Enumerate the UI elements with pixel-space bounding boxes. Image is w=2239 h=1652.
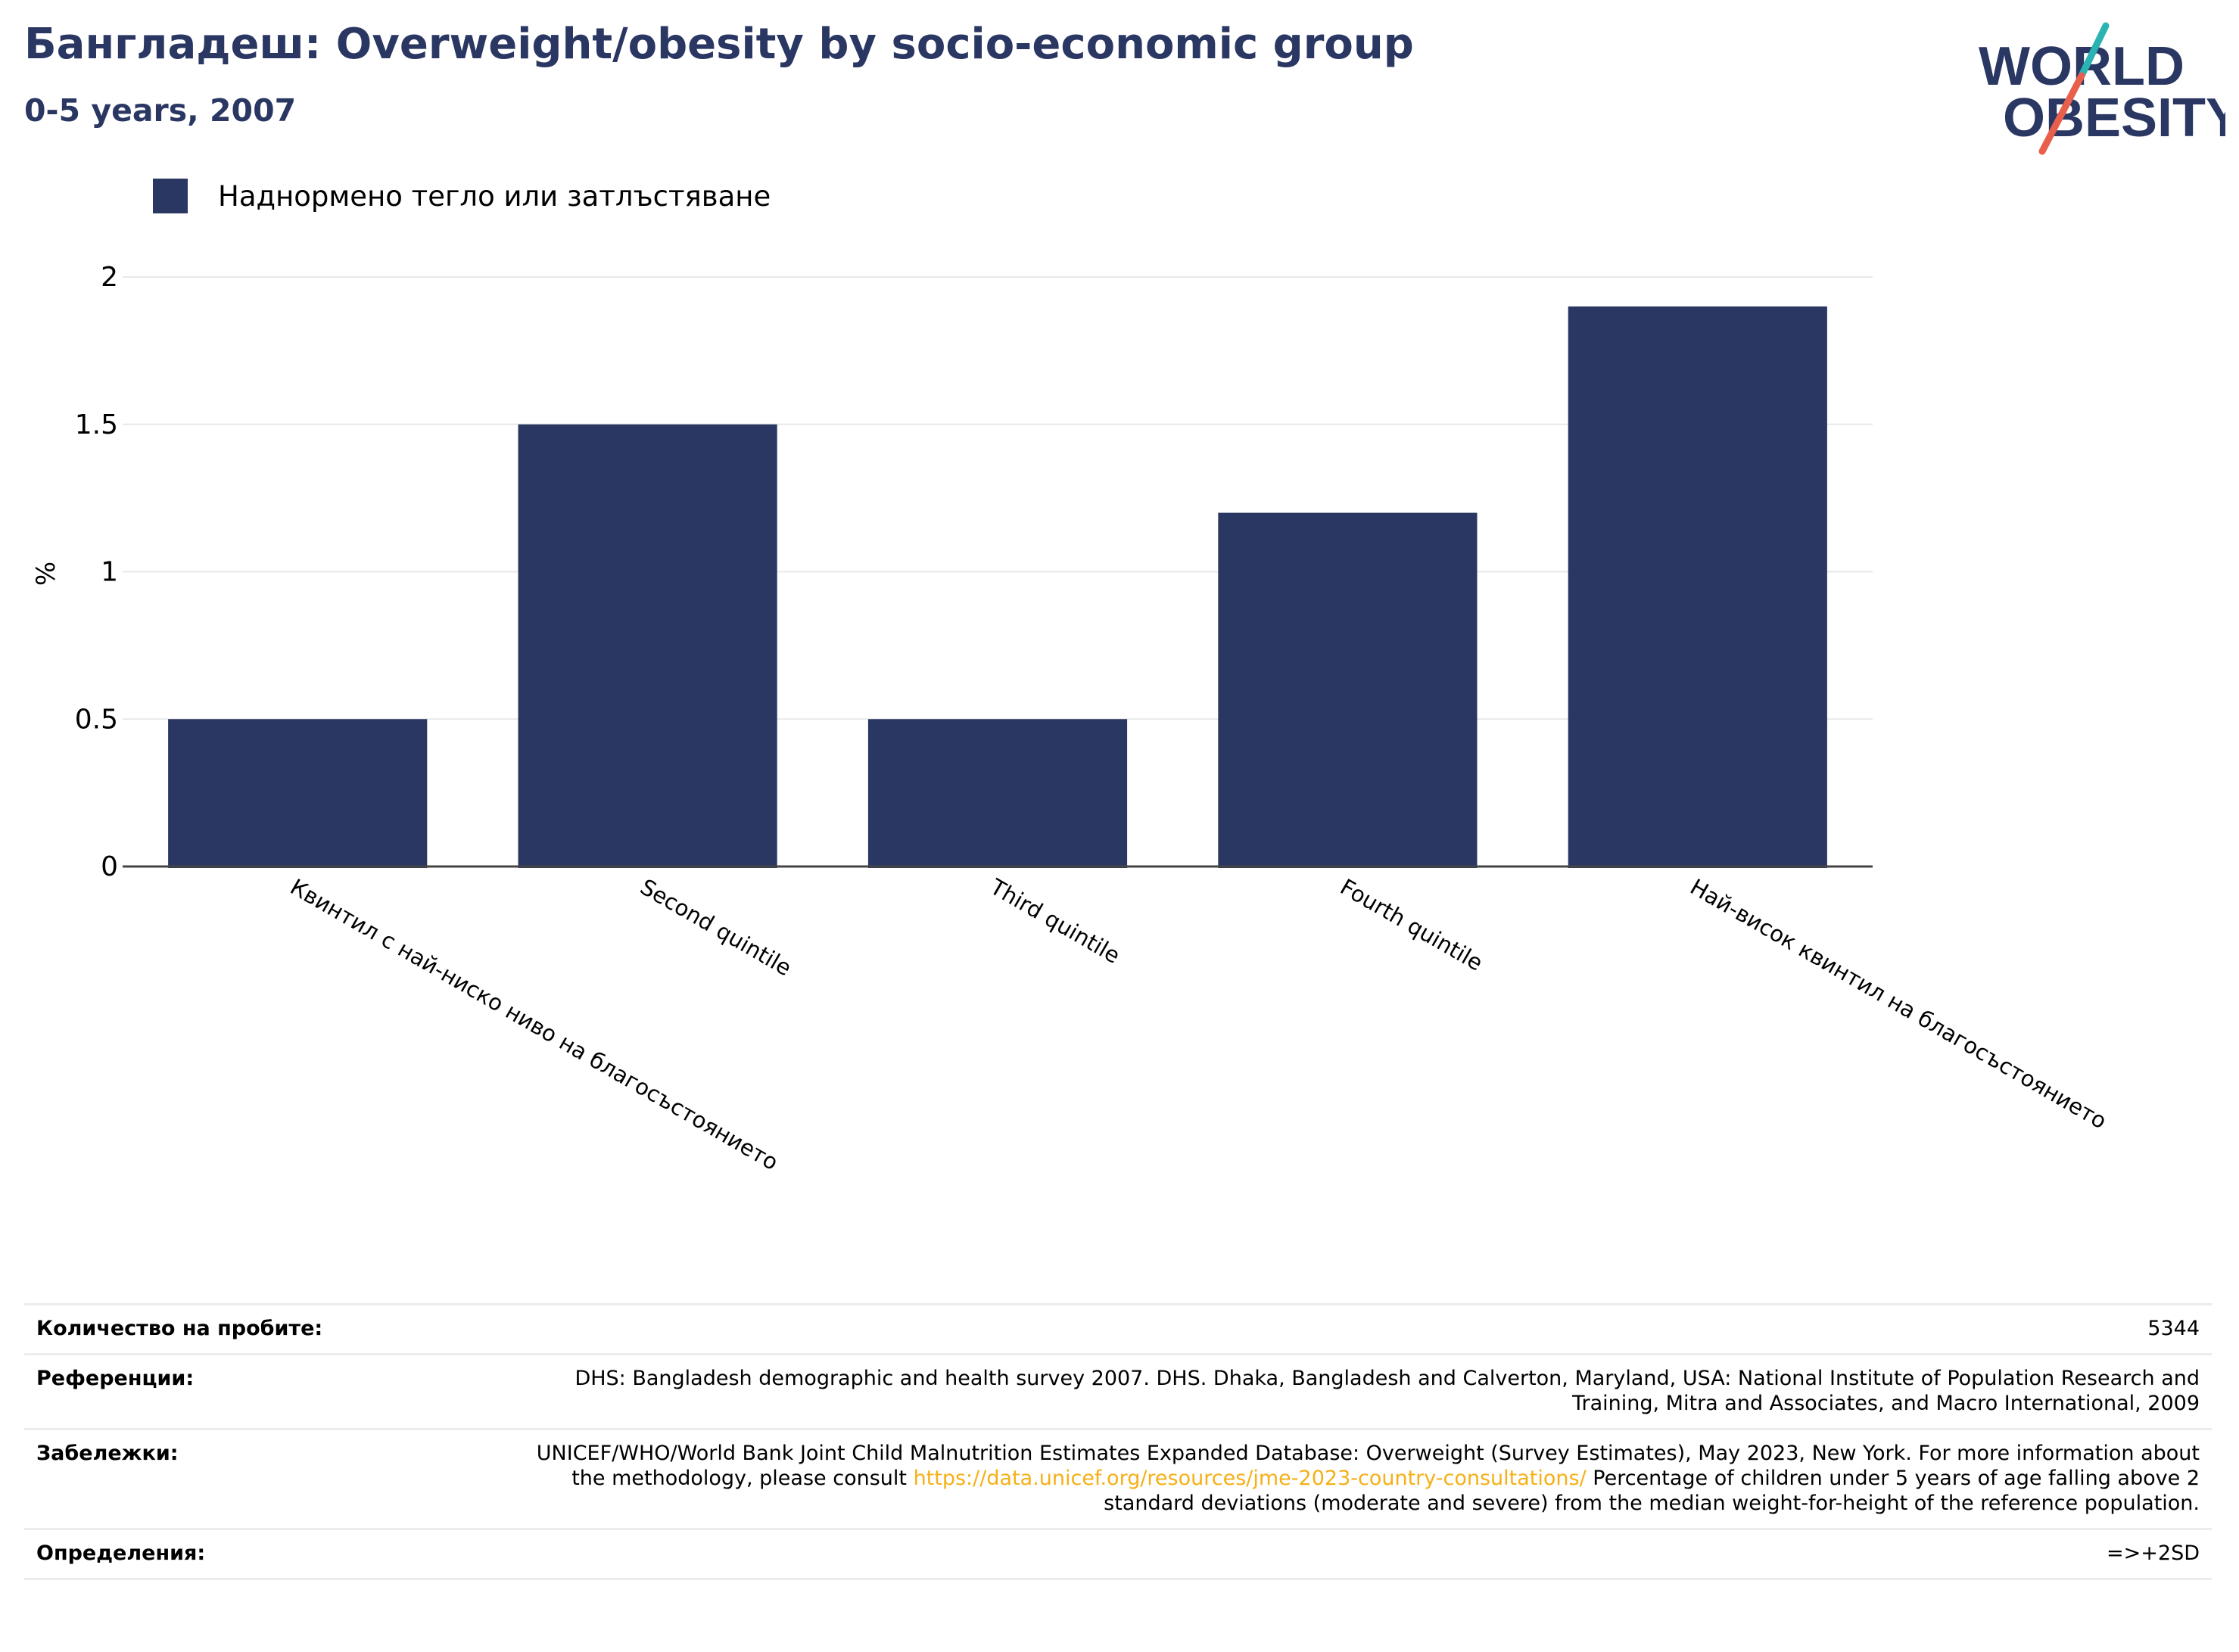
info-row-notes: Забележки: UNICEF/WHO/World Bank Joint C… [24, 1428, 2212, 1529]
bar [1218, 512, 1478, 868]
y-tick-label: 0 [101, 851, 118, 882]
info-label-definitions: Определения: [24, 1528, 518, 1580]
x-tick-label: Fourth quintile [1336, 874, 1487, 976]
info-value-notes: UNICEF/WHO/World Bank Joint Child Malnut… [518, 1428, 2212, 1529]
chart: Наднормено тегло или затлъстяване % 0 0.5… [31, 179, 2111, 1175]
bar [168, 719, 428, 868]
x-tick-label: Най-висок квинтил на благосъстоянието [1686, 874, 2111, 1134]
info-value-definitions: =>+2SD [518, 1528, 2212, 1580]
y-tick-label: 0.5 [75, 704, 118, 735]
legend-label: Наднормено тегло или затлъстяване [218, 180, 771, 213]
logo-slash-red [2038, 72, 2085, 155]
logo-slash-teal [2078, 22, 2110, 79]
y-axis-label: % [31, 562, 61, 586]
notes-text-after: Percentage of children under 5 years of … [1104, 1467, 2200, 1515]
info-value-references: DHS: Bangladesh demographic and health s… [518, 1353, 2212, 1430]
bars [168, 306, 1827, 868]
legend-swatch [153, 179, 188, 213]
info-row-definitions: Определения: =>+2SD [24, 1528, 2212, 1580]
info-table: Количество на пробите: 5344 Референции: … [24, 1303, 2212, 1580]
logo-line1: WORLD [1979, 36, 2185, 97]
info-label-references: Референции: [24, 1353, 518, 1430]
x-tick-label: Second quintile [636, 874, 796, 982]
info-value-sample-size: 5344 [518, 1303, 2212, 1355]
world-obesity-logo: WORLD OBESITY [1979, 22, 2225, 155]
x-tick-label: Third quintile [986, 873, 1125, 969]
info-row-sample-size: Количество на пробите: 5344 [24, 1303, 2212, 1355]
info-label-notes: Забележки: [24, 1428, 518, 1529]
logo-line2: OBESITY [2003, 88, 2225, 148]
y-tick-label: 1.5 [75, 409, 118, 440]
bar [518, 424, 777, 868]
info-label-sample-size: Количество на пробите: [24, 1303, 518, 1355]
x-ticks: Квинтил с най-ниско ниво на благосъстоян… [286, 873, 2111, 1175]
page-subtitle: 0-5 years, 2007 [24, 92, 297, 129]
info-row-references: Референции: DHS: Bangladesh demographic … [24, 1353, 2212, 1430]
notes-text-before: UNICEF/WHO/World Bank Joint Child Malnut… [536, 1442, 2200, 1490]
y-tick-label: 2 [101, 262, 118, 293]
bar [867, 719, 1128, 868]
notes-link[interactable]: https://data.unicef.org/resources/jme-20… [913, 1467, 1587, 1490]
y-tick-label: 1 [101, 557, 118, 588]
legend: Наднормено тегло или затлъстяване [153, 179, 771, 213]
page-title: Бангладеш: Overweight/obesity by socio-e… [24, 20, 1414, 69]
y-ticks: 0 0.5 1 1.5 2 [75, 262, 118, 882]
bar [1568, 306, 1827, 868]
